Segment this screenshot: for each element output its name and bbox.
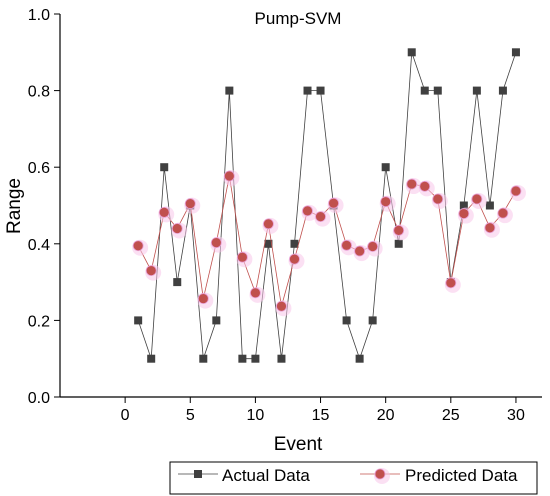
actual-data-point: [355, 354, 364, 363]
actual-data-point: [225, 86, 234, 95]
predicted-data-point: [328, 197, 339, 209]
actual-data-point: [511, 48, 520, 57]
predicted-data-point: [223, 170, 235, 182]
x-tick-label: 15: [312, 407, 330, 424]
predicted-data-point: [510, 185, 522, 197]
predicted-data-point: [484, 222, 496, 234]
actual-data-point: [368, 316, 377, 325]
predicted-data-point: [445, 277, 457, 289]
actual-data-point: [173, 278, 182, 287]
predicted-data-point: [393, 224, 405, 236]
predicted-data-point: [276, 300, 287, 312]
x-tick-label: 10: [247, 407, 265, 424]
series-predicted: [132, 170, 526, 317]
predicted-data-point: [132, 240, 144, 252]
y-tick-label: 0.0: [28, 390, 50, 407]
actual-data-point: [134, 316, 143, 325]
predicted-data-point: [250, 287, 261, 299]
actual-data-point: [381, 163, 390, 172]
predicted-data-point: [158, 206, 170, 218]
predicted-data-point: [302, 205, 313, 217]
y-tick-label: 0.4: [28, 237, 50, 254]
legend-marker-actual: [194, 470, 202, 478]
actual-data-point: [407, 48, 416, 57]
actual-data-point: [485, 201, 494, 210]
predicted-data-point: [197, 293, 209, 304]
y-axis-title: Range: [4, 178, 25, 234]
legend-label-actual: Actual Data: [222, 466, 310, 485]
predicted-data-point: [315, 211, 326, 223]
actual-data-point: [212, 316, 221, 325]
predicted-data-point: [184, 198, 196, 209]
actual-data-point: [199, 354, 208, 363]
actual-data-point: [433, 86, 442, 95]
actual-data-point: [498, 86, 507, 95]
predicted-data-point: [406, 178, 418, 190]
y-tick-labels: 0.0 0.2 0.4 0.6 0.8 1.0: [28, 7, 60, 407]
predicted-data-point: [145, 265, 157, 277]
chart-title: Pump-SVM: [255, 9, 342, 28]
actual-data-point: [290, 239, 299, 248]
actual-data-point: [251, 354, 260, 363]
legend: Actual Data Predicted Data: [169, 461, 538, 495]
actual-data-point: [342, 316, 351, 325]
actual-data-point: [303, 86, 312, 95]
predicted-data-point: [497, 207, 509, 219]
predicted-data-point: [471, 193, 483, 205]
actual-data-point: [472, 86, 481, 95]
x-tick-label: 25: [442, 407, 460, 424]
predicted-data-point: [341, 239, 352, 251]
actual-data-point: [160, 163, 169, 172]
x-tick-label: 0: [121, 407, 130, 424]
legend-label-predicted: Predicted Data: [405, 466, 518, 485]
actual-data-point: [420, 86, 429, 95]
actual-data-point: [316, 86, 325, 95]
predicted-data-point: [419, 180, 431, 192]
x-tick-label: 5: [186, 407, 195, 424]
predicted-data-point: [289, 253, 300, 265]
x-tick-labels: 0 5 10 15 20 25 30: [121, 397, 525, 424]
actual-data-point: [238, 354, 247, 363]
predicted-data-point: [236, 251, 248, 263]
predicted-data-point: [432, 193, 444, 205]
predicted-data-point: [354, 245, 366, 257]
y-tick-label: 0.2: [28, 313, 50, 330]
actual-data-point: [394, 239, 403, 248]
y-tick-label: 1.0: [28, 7, 50, 24]
y-tick-label: 0.8: [28, 84, 50, 101]
legend-box: [169, 461, 538, 495]
y-tick-label: 0.6: [28, 160, 50, 177]
predicted-data-point: [210, 237, 222, 249]
axes: [59, 14, 542, 398]
x-tick-label: 20: [377, 407, 395, 424]
actual-data-point: [459, 201, 468, 210]
actual-data-point: [277, 354, 286, 363]
predicted-data-point: [367, 241, 379, 252]
predicted-data-point: [263, 218, 274, 230]
series-layer: [132, 48, 526, 363]
predicted-data-point: [171, 223, 183, 234]
actual-data-point: [264, 239, 273, 248]
actual-data-point: [147, 354, 156, 363]
x-tick-label: 30: [507, 407, 525, 424]
predicted-data-point: [458, 208, 470, 219]
x-axis-title: Event: [274, 434, 323, 455]
legend-marker-predicted: [374, 468, 386, 480]
predicted-data-point: [380, 196, 392, 208]
predicted-data-line: [137, 175, 517, 307]
